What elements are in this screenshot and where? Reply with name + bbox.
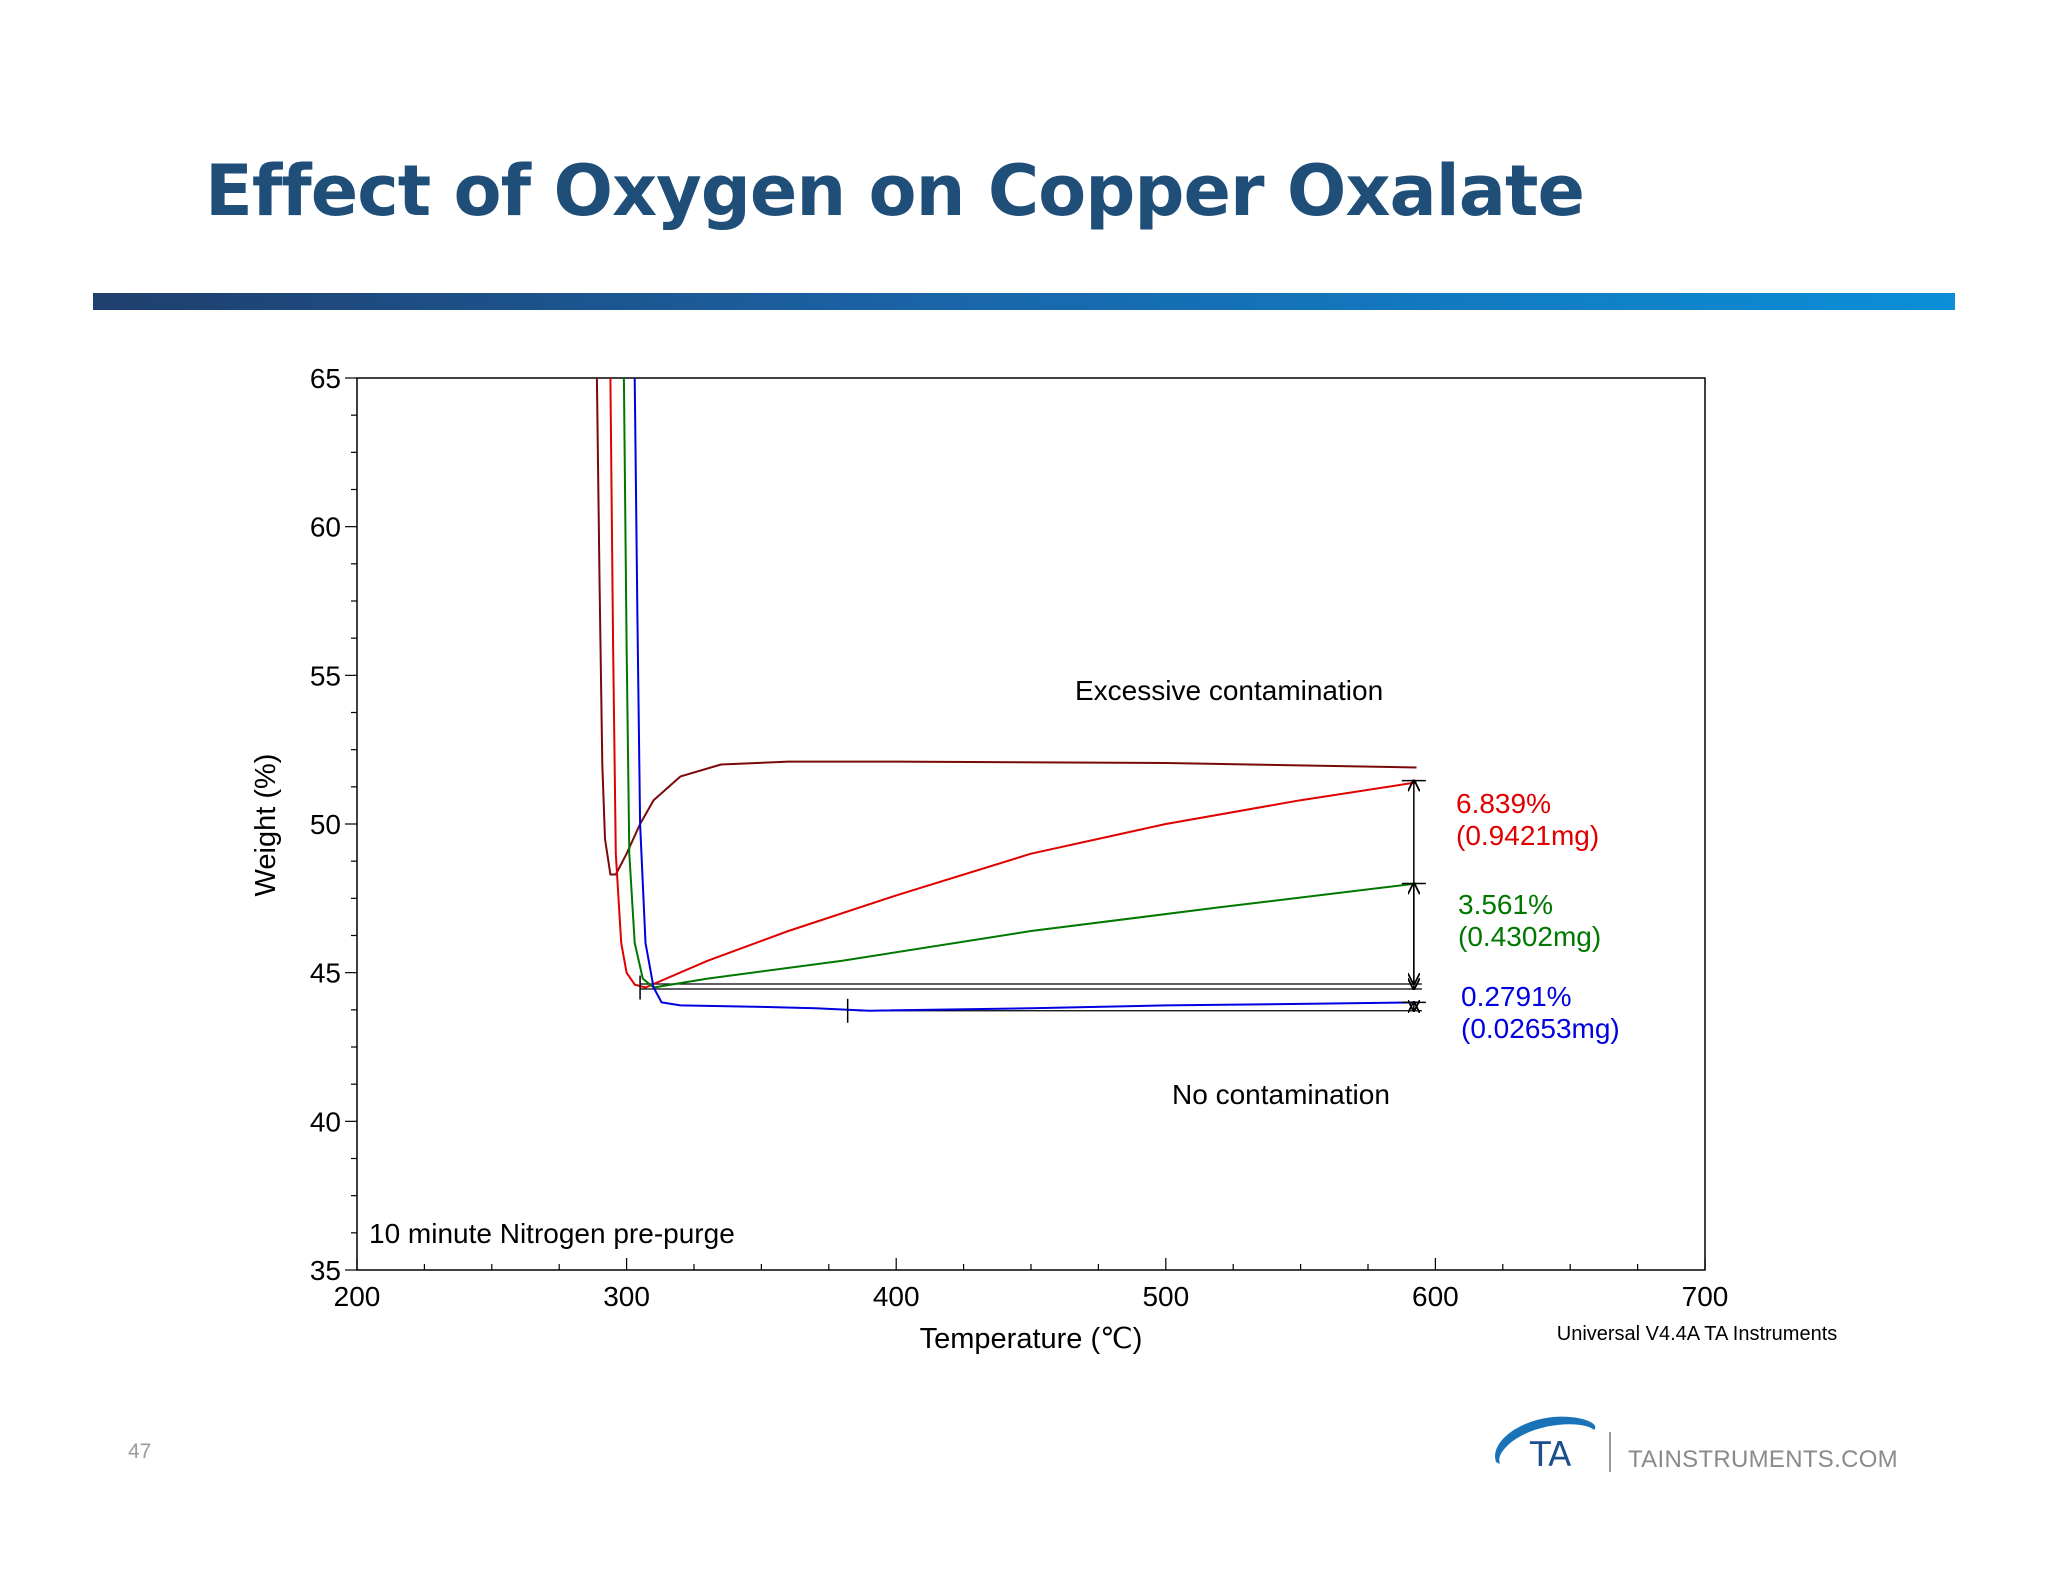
- step-label-green-percent: 3.561%: [1458, 889, 1553, 920]
- step-label-blue-mass: (0.02653mg): [1461, 1013, 1620, 1044]
- series-layer: [595, 377, 1417, 1012]
- logo-text: TA: [1529, 1435, 1571, 1475]
- axis-layer: 200 300 400 500 600 700 35 40 45 50 55 60 65: [310, 363, 1729, 1312]
- slide-title: Effect of Oxygen on Copper Oxalate: [205, 150, 1585, 232]
- y-tick-label: 55: [310, 660, 341, 691]
- title-underline-bar: [93, 293, 1955, 310]
- annotation-no-contamination: No contamination: [1172, 1079, 1390, 1110]
- reference-lines-layer: [640, 983, 1422, 1012]
- page-number: 47: [128, 1440, 152, 1463]
- x-axis-title: Temperature (℃): [920, 1323, 1143, 1355]
- software-note: Universal V4.4A TA Instruments: [1557, 1323, 1838, 1345]
- footer-website-link[interactable]: TAINSTRUMENTS.COM: [1628, 1446, 1898, 1473]
- series-line-1: [609, 377, 1417, 989]
- y-tick-label: 35: [310, 1255, 341, 1286]
- series-line-3: [633, 377, 1417, 1012]
- step-label-blue-percent: 0.2791%: [1461, 981, 1572, 1012]
- y-tick-label: 40: [310, 1106, 341, 1137]
- x-tick-label: 200: [334, 1281, 381, 1312]
- y-tick-label: 65: [310, 363, 341, 394]
- step-label-red-percent: 6.839%: [1456, 788, 1551, 819]
- y-tick-label: 45: [310, 958, 341, 989]
- annotation-excessive: Excessive contamination: [1075, 675, 1383, 706]
- step-label-red-mass: (0.9421mg): [1456, 820, 1599, 851]
- annotation-purge: 10 minute Nitrogen pre-purge: [369, 1218, 735, 1249]
- x-tick-label: 600: [1412, 1281, 1459, 1312]
- footer-separator: [1609, 1432, 1611, 1472]
- step-arrows-layer: [639, 781, 1426, 1023]
- x-tick-label: 300: [603, 1281, 650, 1312]
- ta-logo-icon: TA: [1495, 1416, 1596, 1475]
- x-tick-label: 500: [1142, 1281, 1189, 1312]
- y-tick-label: 60: [310, 512, 341, 543]
- x-tick-label: 700: [1682, 1281, 1729, 1312]
- step-label-green-mass: (0.4302mg): [1458, 921, 1601, 952]
- y-tick-label: 50: [310, 809, 341, 840]
- series-line-0: [595, 377, 1417, 876]
- y-axis-title: Weight (%): [250, 754, 282, 897]
- x-tick-label: 400: [873, 1281, 920, 1312]
